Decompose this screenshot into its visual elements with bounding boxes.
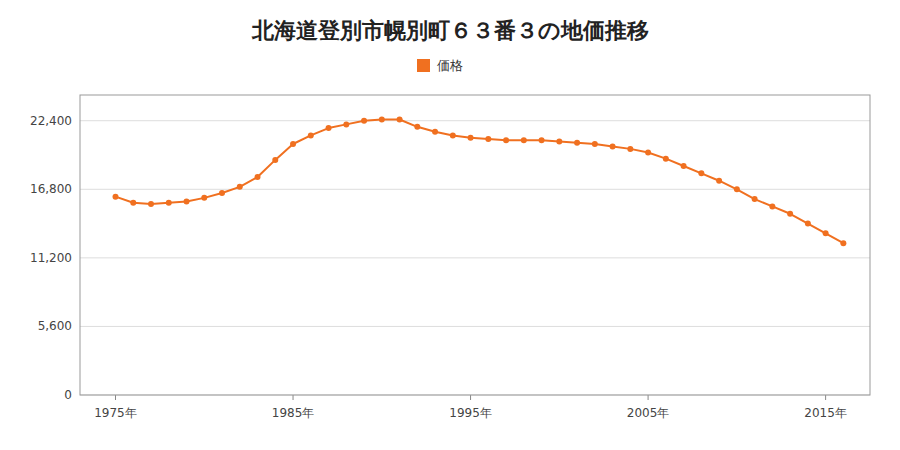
- marker: [752, 196, 758, 202]
- x-tick-label: 2005年: [627, 406, 670, 420]
- grid-line: [80, 120, 870, 121]
- marker: [645, 150, 651, 156]
- marker: [290, 141, 296, 147]
- marker: [219, 190, 225, 196]
- marker: [503, 137, 509, 143]
- title: 北海道登別市幌別町６３番３の地価推移: [251, 18, 649, 43]
- marker: [716, 178, 722, 184]
- marker: [610, 143, 616, 149]
- legend-swatch: [417, 59, 430, 72]
- x-tick: [115, 395, 116, 400]
- marker: [805, 221, 811, 227]
- y-tick-label: 16,800: [30, 182, 72, 196]
- marker: [556, 139, 562, 145]
- marker: [361, 118, 367, 124]
- x-tick-label: 2015年: [804, 406, 847, 420]
- x-tick: [293, 395, 294, 400]
- plot-frame: [80, 95, 870, 395]
- marker: [698, 170, 704, 176]
- marker: [130, 200, 136, 206]
- marker: [255, 174, 261, 180]
- x-tick-label: 1985年: [272, 406, 315, 420]
- x-tick-label: 1995年: [449, 406, 492, 420]
- y-tick-label: 5,600: [38, 319, 72, 333]
- line: [116, 119, 844, 243]
- grid-line: [80, 326, 870, 327]
- marker: [468, 135, 474, 141]
- marker: [237, 184, 243, 190]
- marker: [769, 203, 775, 209]
- plot-area: [113, 116, 847, 246]
- marker: [521, 137, 527, 143]
- grid-line: [80, 189, 870, 190]
- x-tick-label: 1975年: [94, 406, 137, 420]
- marker: [113, 194, 119, 200]
- marker: [450, 132, 456, 138]
- y-tick-label: 0: [64, 388, 72, 402]
- marker: [148, 201, 154, 207]
- marker: [343, 121, 349, 127]
- legend: 価格: [417, 58, 463, 73]
- marker: [663, 156, 669, 162]
- x-tick: [825, 395, 826, 400]
- y-tick-label: 11,200: [30, 251, 72, 265]
- marker: [840, 240, 846, 246]
- marker: [539, 137, 545, 143]
- legend-label: 価格: [437, 58, 463, 73]
- marker: [787, 211, 793, 217]
- marker: [734, 186, 740, 192]
- marker: [414, 124, 420, 130]
- marker: [201, 195, 207, 201]
- marker: [574, 140, 580, 146]
- background: [0, 0, 900, 450]
- marker: [184, 199, 190, 205]
- chart: 北海道登別市幌別町６３番３の地価推移 0 5,600 11,200 16,800 22,4…: [0, 0, 900, 450]
- marker: [166, 200, 172, 206]
- marker: [823, 230, 829, 236]
- marker: [326, 125, 332, 131]
- marker: [397, 116, 403, 122]
- marker: [681, 163, 687, 169]
- marker: [308, 132, 314, 138]
- grid-line: [80, 257, 870, 258]
- y-tick-label: 22,400: [30, 114, 72, 128]
- marker: [432, 129, 438, 135]
- marker: [627, 146, 633, 152]
- marker: [592, 141, 598, 147]
- x-tick: [648, 395, 649, 400]
- x-tick: [470, 395, 471, 400]
- marker: [272, 157, 278, 163]
- marker: [379, 116, 385, 122]
- marker: [485, 136, 491, 142]
